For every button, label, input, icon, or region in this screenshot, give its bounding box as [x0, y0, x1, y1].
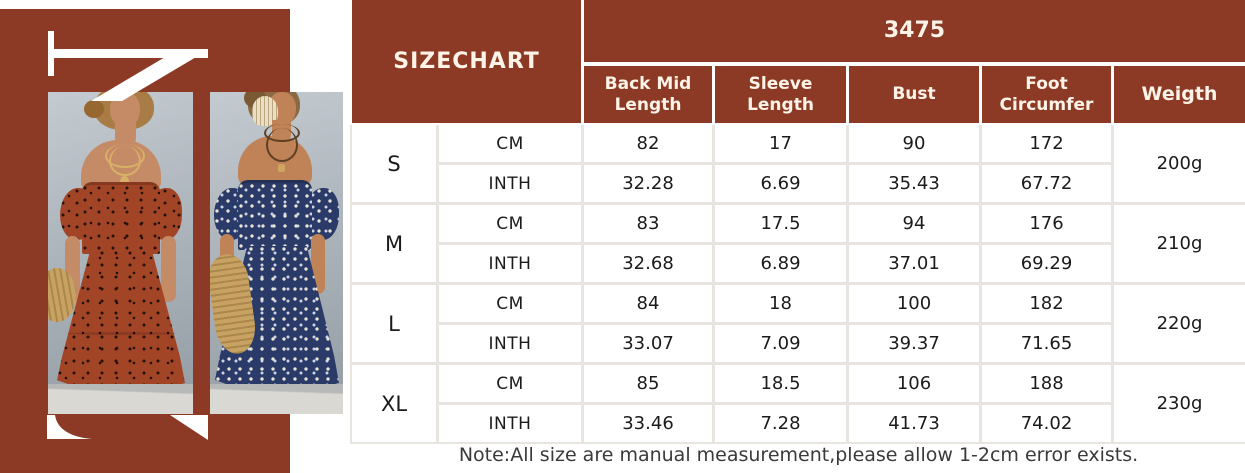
- brand-mark-glyph: [47, 31, 208, 440]
- value-cell: 18.5: [715, 365, 846, 402]
- necklace-pendant: [278, 164, 285, 172]
- photo-floor: [48, 384, 193, 414]
- unit-label-cm: CM: [439, 365, 581, 402]
- value-cell: 6.69: [715, 165, 846, 202]
- value-cell: 33.46: [584, 405, 712, 442]
- unit-label-inth: INTH: [439, 245, 581, 282]
- value-cell: 18: [715, 285, 846, 322]
- glyph-diagonal: [91, 50, 208, 101]
- measurement-note: Note:All size are manual measurement,ple…: [458, 444, 1139, 466]
- size-label: S: [352, 125, 436, 202]
- dress-bodice: [82, 182, 160, 254]
- pendant-necklace: [266, 128, 298, 162]
- model-hair-bun: [84, 100, 104, 118]
- value-cell: 94: [849, 205, 979, 242]
- weight-cell: 230g: [1114, 365, 1245, 442]
- col-header-weight: Weigth: [1114, 66, 1245, 123]
- model-arm: [161, 236, 176, 302]
- value-cell: 82: [584, 125, 712, 162]
- value-cell: 84: [584, 285, 712, 322]
- unit-label-cm: CM: [439, 205, 581, 242]
- weight-cell: 210g: [1114, 205, 1245, 282]
- col-header-back-mid-length: Back Mid Length: [584, 66, 712, 123]
- dress-bodice: [238, 180, 312, 250]
- value-cell: 74.02: [982, 405, 1111, 442]
- col-header-sleeve-length: Sleeve Length: [715, 66, 846, 123]
- glyph-bottom-curve: [47, 415, 92, 439]
- size-label: L: [352, 285, 436, 362]
- value-cell: 17.5: [715, 205, 846, 242]
- glyph-top-bar: [48, 49, 208, 58]
- value-cell: 39.37: [849, 325, 979, 362]
- unit-label-cm: CM: [439, 125, 581, 162]
- value-cell: 17: [715, 125, 846, 162]
- product-code: 3475: [584, 0, 1245, 62]
- value-cell: 188: [982, 365, 1111, 402]
- size-chart-body: S CM 82 17 90 172 200g INTH 32.28 6.69 3…: [350, 125, 1245, 444]
- value-cell: 176: [982, 205, 1111, 242]
- value-cell: 90: [849, 125, 979, 162]
- value-cell: 41.73: [849, 405, 979, 442]
- value-cell: 69.29: [982, 245, 1111, 282]
- value-cell: 7.28: [715, 405, 846, 442]
- glyph-bottom-wedge: [170, 415, 208, 440]
- value-cell: 100: [849, 285, 979, 322]
- photo-floor: [210, 384, 343, 414]
- value-cell: 37.01: [849, 245, 979, 282]
- col-header-bust: Bust: [849, 66, 979, 123]
- value-cell: 83: [584, 205, 712, 242]
- size-chart-header: SIZECHART 3475 Back Mid Length Sleeve Le…: [352, 0, 1245, 123]
- product-photo-navy-dress: [210, 92, 343, 414]
- weight-cell: 200g: [1114, 125, 1245, 202]
- value-cell: 35.43: [849, 165, 979, 202]
- value-cell: 85: [584, 365, 712, 402]
- necklace-second: [109, 146, 141, 176]
- value-cell: 33.07: [584, 325, 712, 362]
- product-collage: [0, 0, 360, 473]
- size-label: XL: [352, 365, 436, 442]
- unit-label-inth: INTH: [439, 165, 581, 202]
- value-cell: 32.68: [584, 245, 712, 282]
- value-cell: 71.65: [982, 325, 1111, 362]
- value-cell: 6.89: [715, 245, 846, 282]
- product-photo-rust-dress: [48, 92, 193, 414]
- unit-label-inth: INTH: [439, 325, 581, 362]
- value-cell: 106: [849, 365, 979, 402]
- table-title: SIZECHART: [352, 0, 581, 123]
- weight-cell: 220g: [1114, 285, 1245, 362]
- value-cell: 32.28: [584, 165, 712, 202]
- value-cell: 172: [982, 125, 1111, 162]
- value-cell: 7.09: [715, 325, 846, 362]
- unit-label-inth: INTH: [439, 405, 581, 442]
- value-cell: 182: [982, 285, 1111, 322]
- value-cell: 67.72: [982, 165, 1111, 202]
- necklace-pendant: [120, 176, 129, 187]
- col-header-foot-circumfer: Foot Circumfer: [982, 66, 1111, 123]
- skirt-ruffle-tier: [66, 332, 176, 335]
- size-label: M: [352, 205, 436, 282]
- unit-label-cm: CM: [439, 285, 581, 322]
